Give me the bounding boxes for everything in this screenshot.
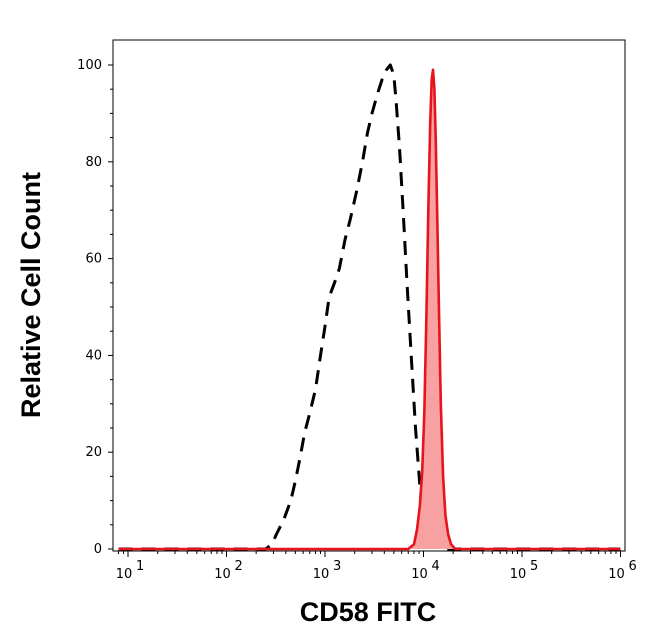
- x-tick-label: 10: [116, 567, 133, 582]
- x-tick-exponent: 2: [235, 559, 243, 574]
- x-tick-label: 10: [608, 567, 625, 582]
- x-tick-label: 10: [214, 567, 231, 582]
- x-tick-exponent: 3: [333, 559, 341, 574]
- y-tick-label: 80: [85, 155, 102, 170]
- series-2-line: [118, 68, 621, 551]
- y-tick-label: 40: [85, 348, 102, 363]
- series-1-line: [118, 63, 621, 551]
- y-tick-label: 0: [94, 542, 102, 557]
- x-tick-label: 10: [510, 567, 527, 582]
- y-axis-title: Relative Cell Count: [16, 172, 46, 418]
- x-tick-exponent: 4: [432, 559, 440, 574]
- x-tick-exponent: 6: [629, 559, 637, 574]
- x-tick-exponent: 5: [530, 559, 538, 574]
- y-axis: 0 20 40 60 80 100: [77, 58, 113, 557]
- y-tick-label: 20: [85, 445, 102, 460]
- y-tick-label: 100: [77, 58, 102, 73]
- y-tick-label: 60: [85, 252, 102, 267]
- series-2-fill: [118, 69, 621, 550]
- x-axis-title: CD58 FITC: [300, 597, 437, 627]
- x-tick-label: 10: [313, 567, 330, 582]
- x-tick-exponent: 1: [136, 559, 144, 574]
- series-layer: [118, 63, 621, 551]
- x-tick-label: 10: [411, 567, 428, 582]
- plot-frame: [112, 39, 626, 552]
